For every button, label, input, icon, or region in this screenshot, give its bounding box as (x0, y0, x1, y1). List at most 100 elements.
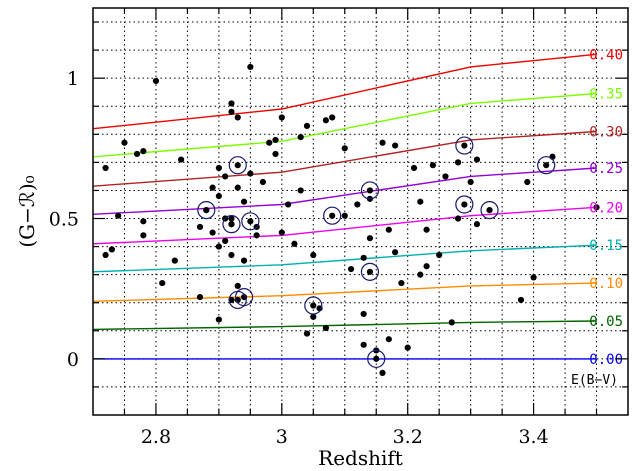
highlight-ring (222, 215, 241, 234)
galaxy-point (473, 221, 481, 228)
galaxy-point (454, 215, 462, 222)
galaxy-point (140, 218, 147, 225)
galaxy-point (429, 162, 436, 169)
galaxy-point (133, 150, 141, 158)
galaxy-point (448, 319, 455, 326)
galaxy-point (322, 324, 329, 332)
galaxy-point (517, 296, 525, 304)
reddening-track (92, 282, 597, 302)
axis-ticks: 2.8 3 3.2 3.4 0 0.5 1 (49, 8, 628, 448)
galaxy-point (285, 201, 292, 208)
highlighted-galaxy-point (228, 221, 235, 228)
galaxy-point (385, 336, 392, 343)
galaxy-point (159, 279, 166, 287)
x-tick-label: 3.2 (393, 426, 423, 448)
galaxy-point (278, 229, 285, 236)
galaxy-point (196, 294, 204, 301)
highlight-ring (197, 200, 216, 220)
galaxy-point (398, 279, 405, 287)
galaxy-point (360, 341, 367, 348)
galaxy-point (417, 271, 424, 278)
galaxy-point (152, 77, 160, 85)
galaxy-point (417, 198, 424, 205)
highlighted-galaxy-point (247, 218, 254, 225)
highlight-ring (367, 349, 386, 368)
highlight-ring (228, 156, 247, 175)
galaxy-point (404, 344, 411, 351)
galaxy-point (247, 170, 254, 177)
galaxy-point (310, 251, 317, 259)
y-tick-label: 0.5 (49, 209, 79, 231)
highlighted-galaxy-point (366, 187, 374, 194)
galaxy-point (222, 173, 229, 180)
galaxy-point (140, 232, 147, 239)
galaxy-point (442, 173, 449, 180)
galaxy-point (593, 204, 600, 211)
reddening-track-label: 0.15 (589, 238, 623, 254)
galaxy-point (102, 251, 109, 259)
highlight-ring (360, 262, 380, 281)
galaxy-point (215, 243, 222, 250)
galaxy-point (385, 226, 392, 233)
galaxy-point (215, 164, 222, 172)
highlight-ring (234, 288, 254, 307)
galaxy-point (341, 145, 348, 152)
reddening-track (92, 167, 597, 215)
galaxy-point (196, 223, 204, 231)
highlighted-galaxy-point (366, 268, 374, 275)
highlighted-galaxy-point (203, 206, 210, 214)
galaxy-point (178, 156, 185, 163)
galaxy-point (240, 198, 248, 205)
galaxy-point (530, 274, 537, 281)
galaxy-point (436, 251, 443, 259)
galaxy-point (253, 232, 260, 239)
galaxy-point (303, 330, 311, 337)
galaxy-point (222, 237, 229, 245)
highlighted-galaxy-point (461, 142, 468, 149)
galaxy-point (297, 187, 304, 194)
galaxy-point (228, 215, 235, 222)
galaxy-point (234, 114, 241, 121)
highlighted-galaxy-point (310, 302, 317, 309)
galaxy-point (410, 164, 418, 172)
highlight-ring (323, 206, 342, 225)
highlighted-galaxy-point (461, 201, 468, 208)
reddening-title: E(B−V) (571, 373, 618, 388)
highlight-ring (241, 212, 260, 231)
highlight-ring (480, 200, 499, 220)
galaxy-point (278, 114, 285, 121)
highlight-ring (360, 181, 380, 200)
reddening-track-label: 0.40 (589, 47, 623, 63)
reddening-track (92, 206, 597, 245)
highlight-ring (537, 156, 556, 175)
reddening-track-label: 0.10 (589, 276, 623, 292)
reddening-track (92, 130, 597, 187)
x-tick-label: 3 (276, 426, 288, 448)
reddening-track-label: 0.00 (589, 352, 623, 368)
galaxy-point (108, 246, 115, 253)
galaxy-point (171, 257, 178, 264)
galaxy-point (259, 178, 267, 186)
galaxy-points (102, 63, 600, 376)
reddening-track-label: 0.30 (589, 125, 623, 141)
galaxy-point (228, 100, 235, 107)
galaxy-point (247, 63, 254, 71)
galaxy-point (423, 263, 430, 270)
galaxy-point (102, 164, 109, 172)
galaxy-point (467, 178, 474, 186)
galaxy-point (303, 122, 311, 129)
x-tick-label: 2.8 (141, 426, 171, 448)
y-axis-label: (G−ℛ)₀ (15, 175, 39, 247)
reddening-track-label: 0.35 (589, 87, 623, 103)
y-tick-label: 1 (67, 68, 79, 90)
galaxy-point (228, 251, 235, 259)
galaxy-point (354, 201, 361, 208)
galaxy-point (140, 148, 147, 155)
galaxy-point (473, 156, 481, 163)
galaxy-point (272, 150, 279, 158)
highlighted-galaxy-point (486, 206, 493, 214)
galaxy-point (322, 117, 329, 124)
x-tick-label: 3.4 (518, 426, 548, 448)
highlighted-galaxy-point (543, 162, 550, 169)
